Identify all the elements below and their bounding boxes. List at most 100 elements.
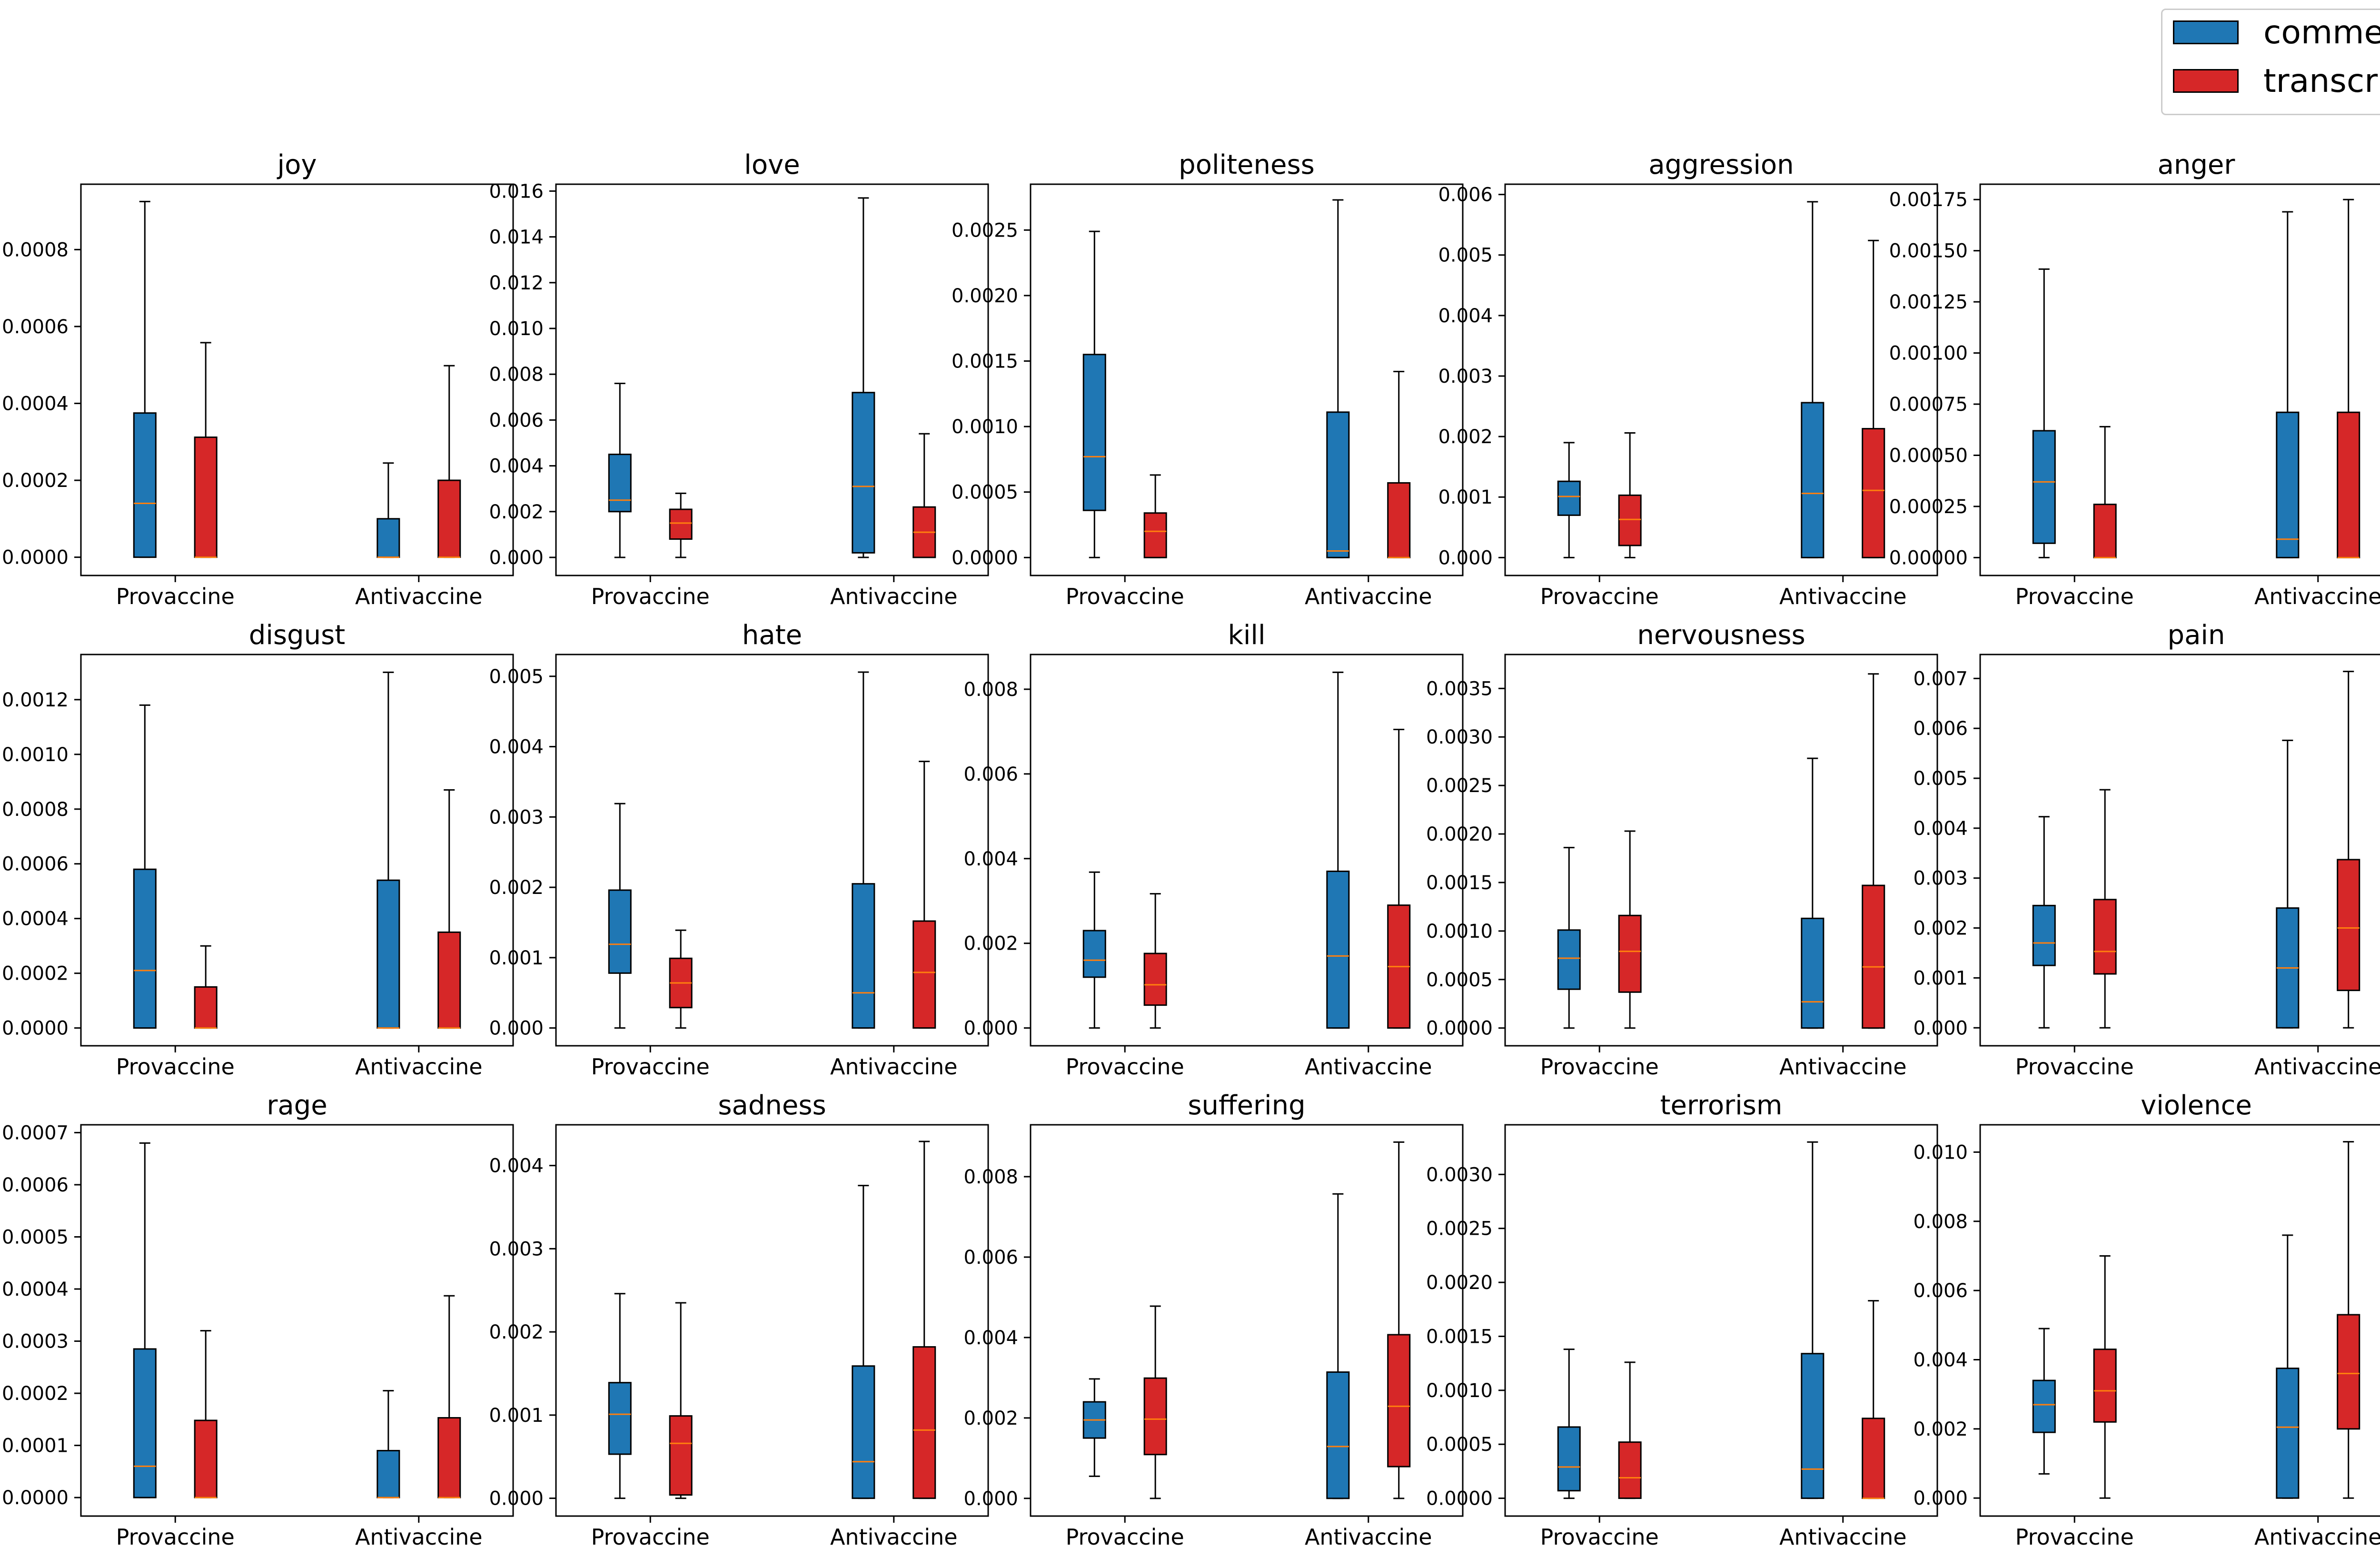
box-comments-antivaccine: [1801, 757, 1825, 1029]
subplot-nervousness: nervousness 0.0000 0.0005 0.0010 0.0015 0.002…: [1426, 620, 1938, 1080]
y-tick-label: 0.004: [1913, 818, 1968, 840]
box-body: [1862, 428, 1885, 558]
y-tick-label: 0.007: [1913, 668, 1968, 690]
x-tick-label: Antivaccine: [1305, 1524, 1432, 1550]
box-comments-provaccine: [133, 200, 157, 558]
y-tick-label: 0.004: [489, 1155, 544, 1177]
y-tick-label: 0.0020: [952, 285, 1018, 307]
y-tick-label: 0.001: [1438, 486, 1493, 508]
y-tick-label: 0.002: [1913, 918, 1968, 940]
box-transcript-antivaccine: [1387, 1141, 1411, 1499]
y-tick-label: 0.0010: [2, 744, 69, 766]
axes-frame: [80, 183, 514, 576]
box-body: [133, 868, 157, 1029]
box-comments-antivaccine: [852, 197, 875, 558]
box-body: [852, 883, 875, 1029]
y-tick-label: 0.000: [489, 1488, 544, 1510]
box-transcript-antivaccine: [437, 789, 461, 1029]
box-body: [2337, 859, 2360, 992]
y-tick-label: 0.006: [1913, 718, 1968, 740]
box-comments-antivaccine: [852, 671, 875, 1029]
box-comments-antivaccine: [1326, 199, 1350, 558]
box-body: [377, 879, 400, 1029]
box-body: [2337, 1314, 2360, 1430]
y-tick-label: 0.006: [1438, 184, 1493, 206]
box-transcript-antivaccine: [1862, 1300, 1885, 1499]
y-tick-label: 0.000: [1438, 547, 1493, 569]
box-comments-antivaccine: [1326, 671, 1350, 1029]
box-body: [194, 1419, 218, 1498]
y-tick-label: 0.0030: [1426, 1164, 1493, 1186]
y-tick-label: 0.0010: [1426, 1380, 1493, 1402]
x-tick-label: Provaccine: [1540, 584, 1659, 609]
x-tick-label: Antivaccine: [355, 1054, 483, 1080]
subplot-title: disgust: [249, 620, 345, 651]
y-tick-label: 0.0002: [2, 470, 69, 492]
y-tick-label: 0.00150: [1889, 240, 1968, 262]
box-transcript-antivaccine: [1862, 673, 1885, 1029]
y-tick-label: 0.0015: [1426, 1326, 1493, 1348]
box-comments-provaccine: [608, 382, 632, 558]
y-tick-label: 0.0006: [2, 316, 69, 338]
box-body: [1143, 1377, 1167, 1456]
y-tick-label: 0.003: [489, 1238, 544, 1260]
box-transcript-provaccine: [2093, 426, 2117, 558]
box-body: [437, 1417, 461, 1498]
y-tick-label: 0.0006: [2, 1174, 69, 1196]
subplot-aggression: aggression 0.000 0.001 0.002 0.003 0.004 0.005…: [1438, 149, 1938, 609]
box-body: [133, 412, 157, 558]
x-tick-label: Provaccine: [591, 584, 710, 609]
box-body: [1618, 1441, 1642, 1499]
subplot-sadness: sadness 0.000 0.001 0.002 0.003 0.004 Provacci…: [489, 1090, 989, 1550]
x-tick-label: Antivaccine: [1779, 584, 1907, 609]
axes-frame: [1030, 654, 1464, 1047]
y-tick-label: 0.0035: [1426, 678, 1493, 700]
box-transcript-provaccine: [1618, 432, 1642, 558]
y-tick-label: 0.002: [963, 1408, 1018, 1429]
y-tick-label: 0.0000: [952, 547, 1018, 569]
x-tick-label: Antivaccine: [355, 584, 483, 609]
x-tick-label: Antivaccine: [1305, 1054, 1432, 1080]
box-transcript-antivaccine: [912, 761, 936, 1029]
y-tick-label: 0.0005: [2, 1226, 69, 1248]
box-body: [1801, 402, 1825, 558]
y-tick-label: 0.00050: [1889, 445, 1968, 466]
y-tick-label: 0.006: [963, 764, 1018, 785]
box-comments-provaccine: [1082, 871, 1106, 1029]
box-transcript-antivaccine: [437, 365, 461, 558]
y-tick-label: 0.0008: [2, 799, 69, 821]
x-tick-label: Antivaccine: [2254, 584, 2380, 609]
y-tick-label: 0.004: [1438, 305, 1493, 327]
y-tick-label: 0.001: [1913, 967, 1968, 989]
x-tick-label: Provaccine: [2015, 1054, 2134, 1080]
subplot-title: politeness: [1179, 149, 1315, 180]
box-comments-antivaccine: [1801, 201, 1825, 558]
y-tick-label: 0.003: [489, 806, 544, 828]
box-body: [608, 454, 632, 513]
subplot-title: sadness: [718, 1090, 826, 1121]
box-body: [1801, 1353, 1825, 1499]
axes-frame: [1979, 183, 2380, 576]
y-tick-label: 0.0000: [2, 1487, 69, 1509]
y-tick-label: 0.00175: [1889, 189, 1968, 211]
y-tick-label: 0.0005: [1426, 969, 1493, 991]
x-tick-label: Provaccine: [591, 1524, 710, 1550]
y-tick-label: 0.004: [489, 456, 544, 477]
box-body: [1801, 917, 1825, 1029]
axes-frame: [80, 1124, 514, 1517]
x-tick-label: Provaccine: [1066, 1054, 1184, 1080]
y-tick-label: 0.0020: [1426, 823, 1493, 845]
y-tick-label: 0.0010: [1426, 921, 1493, 942]
box-body: [133, 1348, 157, 1498]
y-tick-label: 0.0000: [1426, 1488, 1493, 1510]
axes-frame: [1504, 1124, 1938, 1517]
box-transcript-provaccine: [1143, 1305, 1167, 1499]
box-transcript-antivaccine: [437, 1295, 461, 1498]
box-comments-provaccine: [1557, 847, 1581, 1029]
x-tick-label: Antivaccine: [1305, 584, 1432, 609]
y-tick-label: 0.0008: [2, 239, 69, 261]
box-comments-provaccine: [608, 803, 632, 1029]
box-transcript-provaccine: [669, 492, 693, 558]
y-tick-label: 0.0002: [2, 963, 69, 985]
y-tick-label: 0.002: [1913, 1418, 1968, 1440]
